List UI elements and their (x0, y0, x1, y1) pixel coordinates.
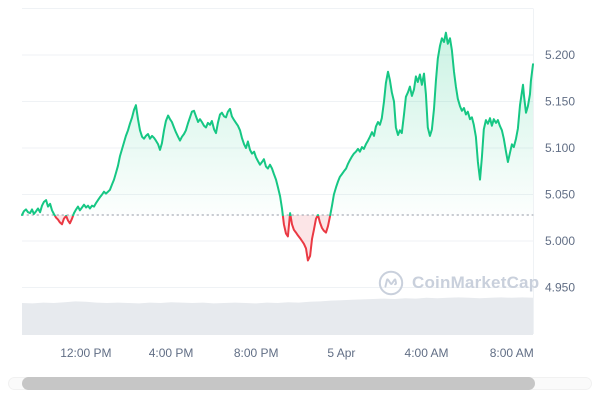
y-axis-label: 5.050 (545, 188, 575, 202)
x-axis-label: 12:00 PM (60, 346, 111, 360)
coinmarketcap-logo-icon (378, 270, 404, 296)
volume-area (22, 297, 533, 335)
x-axis-label: 8:00 AM (490, 346, 534, 360)
x-axis-label: 4:00 PM (149, 346, 194, 360)
y-axis-label: 5.150 (545, 95, 575, 109)
x-axis-label: 8:00 PM (234, 346, 279, 360)
y-axis-label: 5.000 (545, 234, 575, 248)
x-axis-label: 5 Apr (327, 346, 355, 360)
y-axis-label: 5.200 (545, 48, 575, 62)
y-axis-label: 5.100 (545, 141, 575, 155)
price-area-up (22, 32, 533, 215)
y-axis-label: 4.950 (545, 281, 575, 295)
watermark-text: CoinMarketCap (412, 273, 540, 292)
coinmarketcap-watermark: CoinMarketCap (378, 270, 539, 296)
price-line-up (21, 31, 534, 216)
scrollbar-thumb[interactable] (22, 377, 535, 390)
x-axis-label: 4:00 AM (405, 346, 449, 360)
